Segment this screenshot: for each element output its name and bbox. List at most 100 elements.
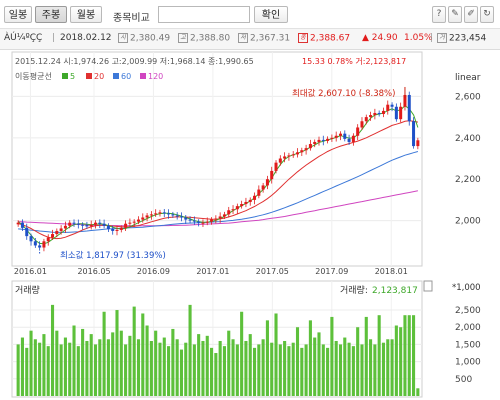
volume-bar bbox=[364, 316, 368, 396]
stock-name: ÀÚ¼ºÇÇ bbox=[4, 33, 43, 43]
volume-bar bbox=[132, 306, 136, 396]
volume-bar bbox=[93, 344, 98, 396]
volume-bar bbox=[338, 344, 343, 396]
volume-bar bbox=[167, 346, 171, 396]
x-tick-label: 2017.05 bbox=[256, 267, 289, 276]
candle bbox=[334, 135, 338, 138]
volume-bar bbox=[403, 315, 407, 396]
candle bbox=[136, 219, 140, 222]
volume-bar bbox=[369, 339, 373, 396]
candle bbox=[29, 236, 33, 242]
volume-bar bbox=[115, 310, 119, 396]
candle bbox=[390, 104, 394, 107]
volume-icon: 거 bbox=[437, 33, 447, 43]
x-tick-label: 2017.01 bbox=[196, 267, 229, 276]
volume-toggle-icon[interactable] bbox=[423, 280, 433, 292]
candle bbox=[25, 227, 29, 237]
volume-bar bbox=[55, 330, 59, 396]
volume-bar bbox=[291, 342, 295, 396]
low-price: 저 2,367.31 bbox=[238, 33, 290, 44]
candle bbox=[51, 234, 55, 238]
candle bbox=[253, 195, 257, 200]
candle bbox=[106, 225, 110, 229]
volume-y-tick-label: 2,000 bbox=[455, 323, 481, 333]
candle bbox=[197, 221, 201, 223]
candle bbox=[338, 133, 342, 136]
candle bbox=[149, 214, 153, 216]
candle bbox=[222, 214, 226, 217]
price-y-tick-label: 2,600 bbox=[455, 92, 481, 102]
monthly-button[interactable]: 월봉 bbox=[70, 6, 102, 23]
volume-bar bbox=[201, 340, 205, 396]
volume-y-tick-label: 2,500 bbox=[455, 306, 481, 316]
ma120-line bbox=[18, 190, 418, 227]
ma-title: 이동평균선 bbox=[15, 71, 52, 81]
weekly-button[interactable]: 주봉 bbox=[35, 6, 67, 23]
close-icon: 종 bbox=[298, 33, 308, 43]
ma120-label: 120 bbox=[148, 72, 163, 81]
confirm-button[interactable]: 확인 bbox=[254, 6, 288, 23]
volume-unit: *1,000 bbox=[452, 283, 481, 293]
candle bbox=[20, 222, 24, 228]
open-price: 시 2,380.49 bbox=[118, 33, 170, 44]
volume-bar bbox=[124, 344, 128, 396]
compare-search-input[interactable] bbox=[158, 6, 250, 23]
candle bbox=[128, 222, 132, 224]
open-icon: 시 bbox=[118, 33, 128, 43]
volume-bar bbox=[20, 337, 24, 396]
candle bbox=[386, 104, 390, 111]
candle bbox=[270, 170, 274, 180]
volume-bar bbox=[33, 339, 37, 396]
volume-bar bbox=[38, 342, 42, 396]
pencil-icon[interactable]: ✎ bbox=[448, 6, 462, 23]
candle bbox=[313, 141, 317, 145]
volume-bar bbox=[158, 342, 162, 396]
candle bbox=[274, 162, 278, 171]
volume-bar bbox=[347, 342, 351, 396]
x-tick-label: 2016.05 bbox=[77, 267, 110, 276]
volume-bar bbox=[252, 347, 257, 396]
candle bbox=[412, 121, 416, 147]
volume-y-tick-label: 1,500 bbox=[455, 340, 481, 350]
question-icon[interactable]: ? bbox=[432, 6, 446, 23]
volume-bar bbox=[50, 304, 55, 396]
candle bbox=[175, 215, 179, 217]
candle bbox=[381, 110, 385, 115]
price-change-pct: 1.05% bbox=[404, 33, 433, 43]
candle bbox=[377, 112, 381, 115]
candle bbox=[201, 222, 205, 224]
candle bbox=[119, 227, 123, 230]
volume-bar bbox=[317, 332, 321, 396]
candle bbox=[115, 229, 119, 231]
volume-bar bbox=[46, 346, 50, 396]
quote-date: 2018.02.12 bbox=[60, 33, 112, 43]
candle bbox=[42, 241, 46, 248]
volume-bar bbox=[231, 339, 235, 396]
separator: | bbox=[430, 33, 434, 43]
candle bbox=[360, 121, 364, 128]
candle bbox=[38, 245, 42, 248]
candle bbox=[141, 217, 145, 220]
volume-bar bbox=[304, 344, 308, 396]
volume-bar bbox=[399, 327, 403, 396]
volume-bar bbox=[119, 330, 123, 396]
pencil-box-icon[interactable]: ✐ bbox=[464, 6, 478, 23]
volume-bar bbox=[308, 320, 312, 396]
volume-bar bbox=[179, 349, 184, 396]
volume-bar bbox=[171, 328, 175, 396]
x-tick-label: 2016.09 bbox=[137, 267, 170, 276]
candle bbox=[403, 94, 407, 107]
candle bbox=[132, 221, 136, 223]
x-tick-label: 2016.01 bbox=[14, 267, 47, 276]
refresh-icon[interactable]: ↻ bbox=[480, 6, 494, 23]
candle bbox=[248, 199, 252, 202]
candle bbox=[188, 219, 192, 221]
volume-bar bbox=[175, 339, 179, 396]
volume-bar bbox=[295, 327, 300, 396]
candle bbox=[81, 224, 85, 226]
volume-bar bbox=[278, 344, 282, 396]
daily-button[interactable]: 일봉 bbox=[4, 6, 32, 23]
candle bbox=[291, 154, 295, 156]
volume-current: 2,123,817 bbox=[372, 286, 418, 296]
